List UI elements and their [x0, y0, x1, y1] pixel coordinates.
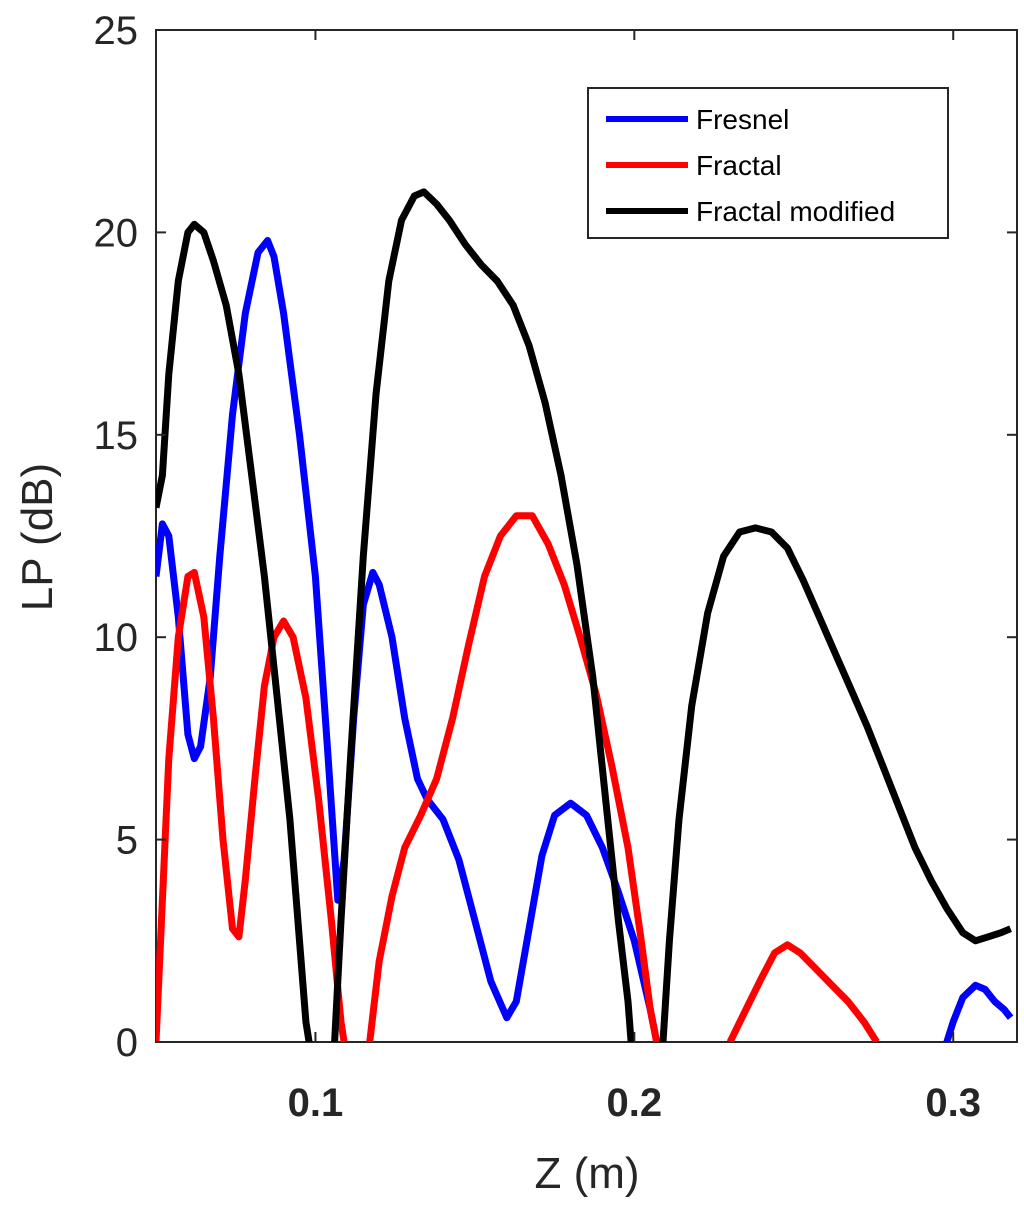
series-line-fractal-modified-6	[331, 188, 635, 1042]
y-tick-label: 15	[94, 414, 139, 458]
series-line-fractal-modified-5	[156, 220, 313, 1042]
series-line-fractal-modified-7	[659, 524, 1012, 1042]
y-tick-label: 5	[116, 819, 138, 863]
x-tick-label: 0.2	[607, 1081, 663, 1125]
series-lines	[156, 188, 1014, 1042]
y-tick-label: 20	[94, 211, 139, 255]
series-line-fresnel-0	[156, 237, 661, 1042]
x-axis-title: Z (m)	[534, 1149, 639, 1198]
x-tick-label: 0.1	[288, 1081, 344, 1125]
y-tick-label: 25	[94, 9, 139, 53]
series-line-fractal-3	[366, 512, 661, 1042]
y-axis-title: LP (dB)	[13, 463, 62, 611]
legend-label-fresnel: Fresnel	[696, 104, 789, 135]
series-line-fresnel-1	[943, 981, 1014, 1042]
series-line-fractal-2	[156, 568, 348, 1042]
legend-label-fractal: Fractal	[696, 150, 782, 181]
y-tick-label: 0	[116, 1021, 138, 1065]
legend-label-fractal-modified: Fractal modified	[696, 196, 895, 227]
y-tick-label: 10	[94, 616, 139, 660]
series-line-fractal-4	[726, 941, 880, 1042]
legend: Fresnel Fractal Fractal modified	[587, 87, 949, 239]
series-layer	[156, 188, 1014, 1042]
ticks-layer: 0.1 0.2 0.3 0 5 10 15 20 25	[94, 9, 1017, 1125]
x-tick-label: 0.3	[925, 1081, 981, 1125]
